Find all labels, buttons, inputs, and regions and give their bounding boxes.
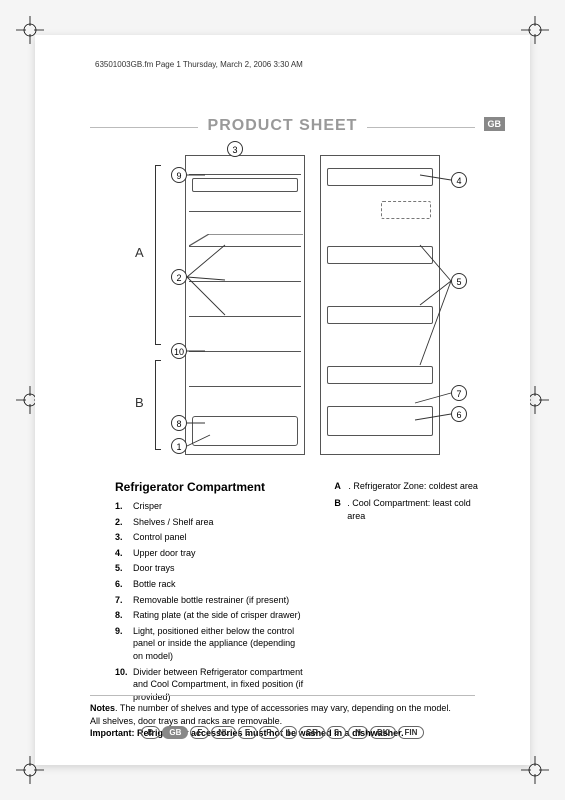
lang-dk[interactable]: DK	[370, 726, 396, 739]
list-item: 3.Control panel	[115, 531, 304, 544]
list-item: 8.Rating plate (at the side of crisper d…	[115, 609, 304, 622]
title-bar: PRODUCT SHEET GB	[35, 117, 530, 135]
zone-key-row: B. Cool Compartment: least cold area	[334, 497, 480, 524]
zone-key: A. Refrigerator Zone: coldest area B. Coo…	[334, 480, 480, 706]
page-title: PRODUCT SHEET	[198, 117, 368, 135]
callout-3: 3	[227, 141, 243, 157]
lang-p[interactable]: P	[259, 726, 278, 739]
fridge-door	[320, 155, 440, 455]
list-item: 4.Upper door tray	[115, 547, 304, 560]
list-item: 1.Crisper	[115, 500, 304, 513]
callout-10: 10	[171, 343, 187, 359]
callout-5: 5	[451, 273, 467, 289]
zone-key-row: A. Refrigerator Zone: coldest area	[334, 480, 480, 494]
list-item: 5.Door trays	[115, 562, 304, 575]
list-item: 7.Removable bottle restrainer (if presen…	[115, 594, 304, 607]
lang-fin[interactable]: FIN	[398, 726, 425, 739]
lang-tag: GB	[484, 117, 506, 131]
list-item: 2.Shelves / Shelf area	[115, 516, 304, 529]
lang-n[interactable]: N	[348, 726, 368, 739]
lang-gb[interactable]: GB	[162, 726, 188, 739]
callout-1: 1	[171, 438, 187, 454]
text-columns: Refrigerator Compartment 1.Crisper 2.Shel…	[115, 480, 480, 706]
lang-nl[interactable]: NL	[211, 726, 236, 739]
fridge-body	[185, 155, 305, 455]
zone-b-label: B	[135, 395, 144, 410]
callout-2: 2	[171, 269, 187, 285]
diagram: A B	[115, 145, 475, 465]
language-selector: DGBFNLEPIGRSNDKFIN	[35, 722, 530, 740]
callout-4: 4	[451, 172, 467, 188]
callout-7: 7	[451, 385, 467, 401]
page: 63501003GB.fm Page 1 Thursday, March 2, …	[35, 35, 530, 765]
list-item: 6.Bottle rack	[115, 578, 304, 591]
parts-list: 1.Crisper 2.Shelves / Shelf area 3.Control…	[115, 500, 304, 703]
callout-6: 6	[451, 406, 467, 422]
lang-d[interactable]: D	[141, 726, 161, 739]
callout-9: 9	[171, 167, 187, 183]
lang-i[interactable]: I	[281, 726, 297, 739]
zone-a-label: A	[135, 245, 144, 260]
list-item: 9.Light, positioned either below the con…	[115, 625, 304, 663]
lang-e[interactable]: E	[238, 726, 257, 739]
section-heading: Refrigerator Compartment	[115, 480, 304, 494]
lang-f[interactable]: F	[190, 726, 209, 739]
lang-gr[interactable]: GR	[299, 726, 325, 739]
doc-meta: 63501003GB.fm Page 1 Thursday, March 2, …	[95, 60, 303, 69]
callout-8: 8	[171, 415, 187, 431]
lang-s[interactable]: S	[327, 726, 346, 739]
